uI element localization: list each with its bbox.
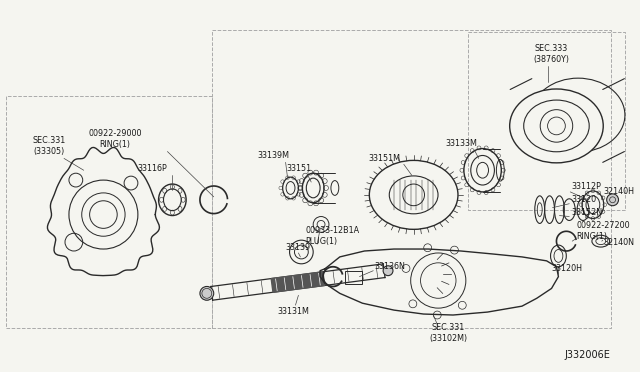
- Text: 33116P: 33116P: [138, 164, 168, 173]
- Polygon shape: [271, 272, 324, 292]
- Text: SEC.331
(33305): SEC.331 (33305): [33, 135, 66, 155]
- Text: 33112P: 33112P: [572, 183, 601, 192]
- Text: 33133M: 33133M: [445, 139, 477, 148]
- Text: SEC.333
(38760Y): SEC.333 (38760Y): [534, 44, 570, 64]
- Text: SEC.331
(33102M): SEC.331 (33102M): [429, 323, 467, 343]
- Text: 00922-27200
RING(1): 00922-27200 RING(1): [576, 221, 630, 241]
- Text: 33131M: 33131M: [278, 307, 309, 315]
- Text: J332006E: J332006E: [564, 350, 611, 360]
- Text: 00922-29000
RING(1): 00922-29000 RING(1): [88, 129, 142, 149]
- Text: 00933-12B1A
PLUG(1): 00933-12B1A PLUG(1): [305, 226, 360, 246]
- Text: 33151M: 33151M: [368, 154, 400, 163]
- Bar: [345, 271, 362, 283]
- Text: 33136N: 33136N: [374, 262, 405, 271]
- Text: 33139M: 33139M: [258, 151, 290, 160]
- Text: 32140H: 32140H: [604, 187, 635, 196]
- Circle shape: [200, 286, 214, 300]
- Text: 32140N: 32140N: [604, 238, 635, 247]
- Circle shape: [383, 266, 393, 276]
- Text: 33139: 33139: [286, 243, 311, 251]
- Text: 33151: 33151: [287, 164, 312, 173]
- Ellipse shape: [509, 89, 604, 163]
- Text: 33120: 33120: [572, 195, 596, 204]
- Circle shape: [607, 194, 618, 206]
- Text: 33152N: 33152N: [572, 208, 602, 217]
- Text: 33120H: 33120H: [552, 264, 583, 273]
